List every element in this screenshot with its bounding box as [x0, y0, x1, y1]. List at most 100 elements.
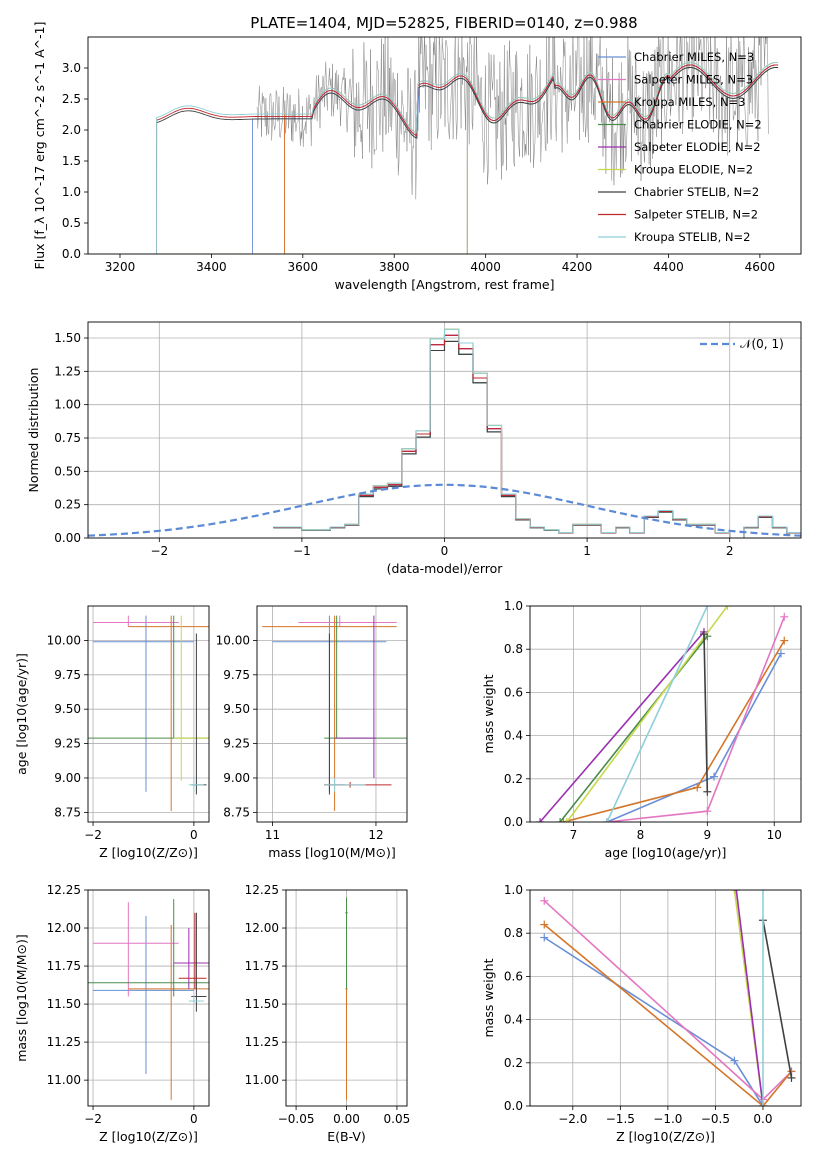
x-tick-label: 0.00 — [333, 1112, 360, 1126]
x-tick-label: −2 — [84, 1112, 102, 1126]
legend-label: Chabrier MILES, N=3 — [634, 50, 754, 64]
x-axis-label: mass [log10(M/M⊙)] — [268, 845, 396, 860]
y-tick-label: 1.0 — [504, 599, 523, 613]
y-tick-label: 0.4 — [504, 1013, 523, 1027]
x-tick-label: 3600 — [288, 260, 319, 274]
y-tick-label: 1.00 — [54, 398, 81, 412]
y-tick-label: 11.25 — [47, 1035, 81, 1049]
x-axis-label: wavelength [Angstrom, rest frame] — [334, 277, 554, 292]
legend-label: Salpeter MILES, N=3 — [634, 73, 753, 87]
model-line-6 — [119, 66, 779, 254]
weight-line-7 — [606, 606, 709, 822]
plot-area — [88, 899, 209, 1100]
x-axis-label: (data-model)/error — [387, 561, 504, 576]
y-tick-label: 2.0 — [62, 123, 81, 137]
y-tick-label: 9.50 — [223, 702, 250, 716]
legend-label: Chabrier ELODIE, N=2 — [634, 118, 762, 132]
weight-line-5 — [735, 890, 764, 1106]
histogram-5 — [273, 328, 801, 538]
x-tick-label: −1.0 — [653, 1112, 682, 1126]
model-line-8 — [119, 61, 779, 254]
y-tick-label: 10.00 — [47, 633, 81, 647]
y-tick-label: 9.75 — [54, 668, 81, 682]
legend: Chabrier MILES, N=3 Salpeter MILES, N=3 Kr… — [598, 50, 762, 244]
x-tick-label: 4000 — [470, 260, 501, 274]
x-tick-label: 12 — [368, 828, 383, 842]
x-tick-label: 3400 — [196, 260, 227, 274]
histogram-6 — [273, 340, 801, 538]
weight-line-4 — [539, 631, 705, 822]
histogram-0 — [273, 340, 801, 538]
y-tick-label: 11.75 — [47, 959, 81, 973]
histogram-1 — [273, 334, 801, 538]
chart-residuals: −2 −1 0 1 2 0.00 0.25 0.50 0.75 1.00 1.25 1.50 (data… — [26, 321, 802, 576]
plot-area — [88, 615, 209, 811]
histogram-2 — [273, 328, 801, 538]
x-axis-label: Z [log10(Z/Z⊙)] — [99, 1129, 198, 1144]
axes-frame — [87, 321, 802, 539]
legend-label: 𝒩(0, 1) — [740, 337, 784, 351]
weight-line-2 — [543, 923, 793, 1106]
y-tick-label: 11.50 — [47, 997, 81, 1011]
y-tick-label: 0.25 — [54, 498, 81, 512]
y-tick-label: 0.75 — [54, 431, 81, 445]
axes-frame — [285, 889, 408, 1107]
y-tick-label: 0.00 — [54, 531, 81, 545]
y-tick-label: 9.25 — [223, 737, 250, 751]
x-tick-label: −0.5 — [701, 1112, 730, 1126]
y-tick-label: 1.0 — [504, 883, 523, 897]
plot-area — [119, 37, 779, 254]
y-tick-label: 9.00 — [54, 771, 81, 785]
chart-age-weight: 7 8 9 10 0.0 0.2 0.4 0.6 0.8 1.0 age [log10(age/yr… — [481, 599, 802, 860]
chart-spectrum: 3200 3400 3600 3800 4000 4200 4400 4600 0.0 0.5 1.… — [32, 22, 802, 292]
x-tick-label: 7 — [570, 828, 578, 842]
y-tick-label: 8.75 — [54, 805, 81, 819]
weight-line-6 — [703, 634, 709, 792]
x-tick-label: 0.0 — [753, 1112, 772, 1126]
y-tick-label: 11.00 — [245, 1073, 279, 1087]
y-tick-label: 1.50 — [54, 331, 81, 345]
figure-title: PLATE=1404, MJD=52825, FIBERID=0140, z=0… — [250, 14, 637, 32]
weight-line-0 — [606, 653, 782, 822]
y-tick-label: 0.0 — [504, 1099, 523, 1113]
x-axis-label: E(B-V) — [327, 1129, 366, 1144]
x-tick-label: −1 — [293, 544, 311, 558]
weight-line-3 — [762, 920, 793, 1079]
y-axis-label: age [log10(age/yr)] — [14, 653, 29, 775]
x-tick-label: 4200 — [562, 260, 593, 274]
x-tick-label: −1.5 — [606, 1112, 635, 1126]
y-axis-label: mass [log10(M/M⊙)] — [14, 934, 29, 1062]
x-tick-label: 11 — [265, 828, 280, 842]
y-tick-label: 12.25 — [47, 883, 81, 897]
histogram-7 — [273, 334, 801, 538]
y-tick-label: 0.0 — [504, 815, 523, 829]
y-tick-label: 11.25 — [245, 1035, 279, 1049]
y-tick-label: 9.25 — [54, 737, 81, 751]
x-tick-label: −2 — [150, 544, 168, 558]
y-tick-label: 2.5 — [62, 92, 81, 106]
x-tick-label: −2 — [84, 828, 102, 842]
y-tick-label: 12.00 — [47, 921, 81, 935]
axes-frame — [87, 605, 210, 823]
data-spectrum-line — [256, 37, 769, 200]
weight-line-0 — [543, 936, 764, 1106]
legend-label: Kroupa MILES, N=3 — [634, 95, 746, 109]
y-tick-label: 0.2 — [504, 772, 523, 786]
plot-area — [536, 606, 789, 822]
y-axis-label: mass weight — [481, 674, 496, 753]
y-tick-label: 0.2 — [504, 1056, 523, 1070]
y-tick-label: 0.0 — [62, 247, 81, 261]
x-tick-label: 2 — [726, 544, 734, 558]
x-tick-label: 9 — [704, 828, 712, 842]
axes-frame — [87, 889, 210, 1107]
axes-frame — [529, 605, 802, 823]
histogram-4 — [273, 334, 801, 538]
y-tick-label: 9.00 — [223, 771, 250, 785]
x-tick-label: −2.0 — [558, 1112, 587, 1126]
x-tick-label: 1 — [583, 544, 591, 558]
x-tick-label: 8 — [637, 828, 645, 842]
chart-z-mass: −2 0 11.00 11.25 11.50 11.75 12.00 12.25 Z [log1… — [14, 883, 210, 1144]
axes-frame — [87, 36, 802, 255]
y-tick-label: 0.8 — [504, 926, 523, 940]
